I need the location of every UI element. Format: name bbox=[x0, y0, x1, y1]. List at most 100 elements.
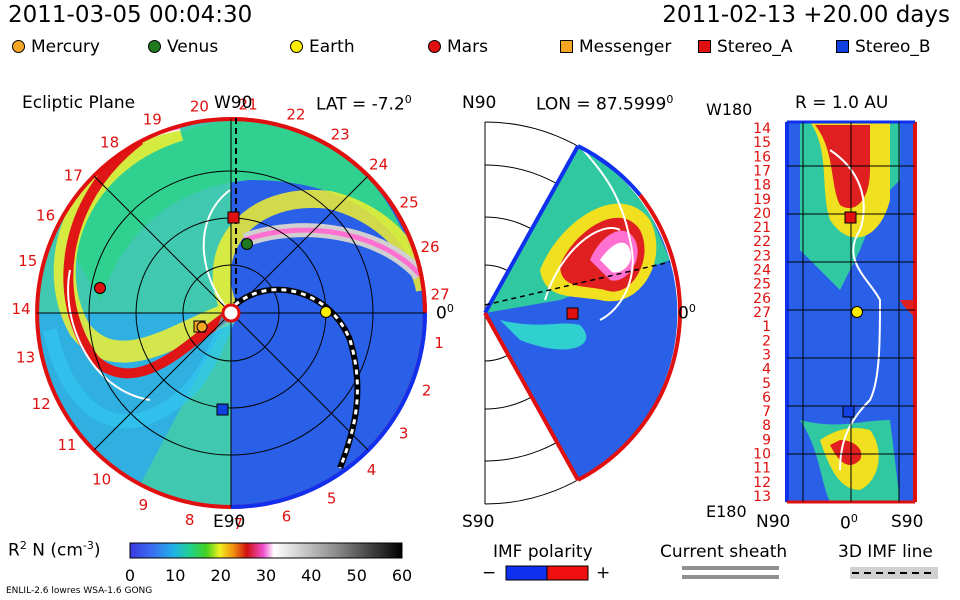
radial-rotation-label: 10 bbox=[753, 447, 771, 463]
radial-rotation-label: 17 bbox=[753, 164, 771, 180]
meridional-density-map bbox=[485, 146, 678, 480]
venus-circle-icon bbox=[148, 40, 161, 53]
meridional-zero-label: 00 bbox=[678, 302, 696, 324]
radial-w180-label: W180 bbox=[706, 100, 753, 119]
ecliptic-earth-marker bbox=[320, 306, 332, 318]
rotation-number-label: 22 bbox=[286, 105, 305, 123]
radial-rotation-label: 20 bbox=[753, 206, 771, 222]
rotation-number-label: 12 bbox=[32, 395, 51, 413]
legend-item-label: Stereo_B bbox=[855, 37, 931, 57]
rotation-number-label: 15 bbox=[18, 252, 37, 270]
meridional-n90-label: N90 bbox=[462, 93, 497, 113]
radial-earth-marker bbox=[851, 306, 863, 318]
radial-rotation-label: 13 bbox=[753, 489, 771, 505]
imf-polarity-plus: + bbox=[596, 563, 611, 583]
radial-e180-label: E180 bbox=[706, 502, 747, 521]
rotation-number-label: 2 bbox=[422, 381, 432, 399]
imf-line-title: 3D IMF line bbox=[838, 542, 933, 562]
radial-zero-label: 00 bbox=[840, 512, 858, 534]
ecliptic-zero-label: 00 bbox=[436, 302, 454, 324]
radial-rotation-label: 5 bbox=[762, 376, 771, 392]
legend-item-label: Venus bbox=[167, 37, 219, 57]
radial-rotation-label: 6 bbox=[762, 390, 771, 406]
colorbar-tick-label: 40 bbox=[301, 566, 321, 585]
colorbar-tick-label: 30 bbox=[256, 566, 276, 585]
radial-rotation-label: 8 bbox=[762, 418, 771, 434]
rotation-number-label: 21 bbox=[239, 96, 258, 114]
ecliptic-title: Ecliptic Plane bbox=[22, 93, 136, 113]
imf-polarity-negative bbox=[505, 565, 548, 581]
colorbar-tick-label: 0 bbox=[125, 566, 135, 585]
radial-rotation-labels: 1415161718192021222324252627123456789101… bbox=[753, 121, 771, 505]
radial-rotation-label: 14 bbox=[753, 121, 771, 137]
radial-rotation-label: 3 bbox=[762, 348, 771, 364]
rotation-number-label: 3 bbox=[399, 424, 409, 442]
rotation-number-label: 13 bbox=[16, 349, 35, 367]
radial-rotation-label: 26 bbox=[753, 291, 771, 307]
rotation-number-label: 27 bbox=[431, 286, 450, 304]
legend-item-earth: Earth bbox=[290, 37, 355, 57]
legend-item-mars: Mars bbox=[428, 37, 488, 57]
legend-item-stereo-b: Stereo_B bbox=[836, 37, 931, 57]
rotation-number-label: 4 bbox=[367, 461, 377, 479]
legend-item-messenger: Messenger bbox=[560, 37, 671, 57]
stereo-b-square-icon bbox=[836, 40, 849, 53]
rotation-number-label: 23 bbox=[331, 126, 350, 144]
ecliptic-lat-label: LAT = -7.20 bbox=[316, 93, 412, 115]
stereo-a-square-icon bbox=[698, 40, 711, 53]
ecliptic-venus-marker bbox=[241, 238, 253, 250]
rotation-number-label: 18 bbox=[100, 134, 119, 152]
earth-circle-icon bbox=[290, 40, 303, 53]
simulation-datetime: 2011-03-05 00:04:30 bbox=[8, 2, 253, 28]
ecliptic-stereo-a-marker bbox=[227, 211, 240, 224]
legend-item-label: Stereo_A bbox=[717, 37, 793, 57]
legend-item-label: Mercury bbox=[31, 37, 100, 57]
radial-rotation-label: 27 bbox=[753, 305, 771, 321]
rotation-number-label: 11 bbox=[57, 436, 76, 454]
rotation-number-label: 10 bbox=[92, 471, 111, 489]
radial-distance-label: R = 1.0 AU bbox=[795, 93, 889, 113]
radial-s90-label: S90 bbox=[891, 512, 924, 532]
ecliptic-mars-marker bbox=[94, 282, 106, 294]
ecliptic-w90-label: W90 bbox=[214, 93, 253, 113]
meridional-lon-label: LON = 87.59990 bbox=[536, 93, 674, 115]
colorbar-tick-label: 20 bbox=[211, 566, 231, 585]
legend-item-label: Messenger bbox=[579, 37, 672, 57]
radial-rotation-label: 15 bbox=[753, 135, 771, 151]
current-sheath-title: Current sheath bbox=[660, 542, 788, 562]
colorbar-tick-label: 10 bbox=[165, 566, 185, 585]
legend-item-label: Mars bbox=[447, 37, 488, 57]
ecliptic-mercury-marker bbox=[196, 321, 208, 333]
ecliptic-stereo-b-marker bbox=[216, 403, 229, 416]
rotation-number-label: 25 bbox=[400, 194, 419, 212]
density-colorbar bbox=[129, 542, 403, 559]
rotation-number-label: 19 bbox=[143, 110, 162, 128]
radial-rotation-label: 21 bbox=[753, 220, 771, 236]
rotation-number-label: 5 bbox=[327, 489, 337, 507]
radial-rotation-label: 19 bbox=[753, 192, 771, 208]
rotation-number-label: 8 bbox=[185, 511, 195, 529]
radial-n90-label: N90 bbox=[756, 512, 791, 532]
radial-rotation-label: 9 bbox=[762, 432, 771, 448]
radial-rotation-label: 23 bbox=[753, 248, 771, 264]
meridional-stereo-a-marker bbox=[566, 307, 579, 320]
rotation-number-label: 9 bbox=[139, 496, 149, 514]
legend-item-venus: Venus bbox=[148, 37, 218, 57]
rotation-number-label: 7 bbox=[234, 515, 244, 533]
model-run-label: 2011-02-13 +20.00 days bbox=[662, 2, 950, 28]
legend-item-mercury: Mercury bbox=[12, 37, 100, 57]
imf-polarity-title: IMF polarity bbox=[493, 542, 593, 562]
colorbar-tick-label: 60 bbox=[392, 566, 412, 585]
meridional-s90-label: S90 bbox=[462, 512, 495, 532]
radial-rotation-label: 4 bbox=[762, 362, 771, 378]
radial-rotation-label: 2 bbox=[762, 333, 771, 349]
rotation-number-label: 26 bbox=[420, 238, 439, 256]
rotation-number-label: 1 bbox=[434, 334, 444, 352]
model-info: ENLIL-2.6 lowres WSA-1.6 GONG bbox=[6, 586, 153, 596]
radial-rotation-label: 12 bbox=[753, 475, 771, 491]
rotation-number-label: 20 bbox=[190, 97, 209, 115]
radial-rotation-label: 7 bbox=[762, 404, 771, 420]
